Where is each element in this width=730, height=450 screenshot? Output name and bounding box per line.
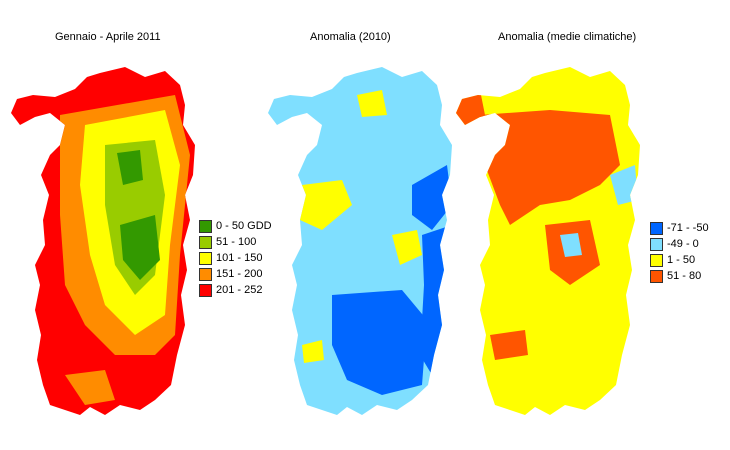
- legend-swatch: [199, 251, 212, 265]
- legend-label: 51 - 100: [216, 236, 257, 248]
- legend-label: 101 - 150: [216, 252, 263, 264]
- map-title-anomaly-climate: Anomalia (medie climatiche): [498, 31, 637, 43]
- legend-swatch: [199, 283, 212, 297]
- legend-label: 1 - 50: [667, 254, 696, 266]
- legend-anomaly-row: -49 - 0: [650, 236, 709, 252]
- legend-anomaly-row: 1 - 50: [650, 252, 709, 268]
- legend-gdd-row: 201 - 252: [199, 282, 272, 298]
- legend-anomaly: -71 - -50 -49 - 0 1 - 50 51 - 80: [650, 220, 709, 284]
- legend-swatch: [199, 267, 212, 281]
- map-anomaly-2010: [268, 67, 452, 415]
- legend-label: 201 - 252: [216, 284, 263, 296]
- legend-anomaly-row: -71 - -50: [650, 220, 709, 236]
- legend-label: -71 - -50: [667, 222, 709, 234]
- legend-swatch: [650, 237, 663, 251]
- legend-gdd-row: 151 - 200: [199, 266, 272, 282]
- map-anomaly-climate: [456, 67, 640, 415]
- legend-label: 151 - 200: [216, 268, 263, 280]
- legend-gdd-row: 101 - 150: [199, 250, 272, 266]
- legend-label: -49 - 0: [667, 238, 699, 250]
- legend-label: 0 - 50 GDD: [216, 220, 272, 232]
- legend-gdd-row: 51 - 100: [199, 234, 272, 250]
- legend-swatch: [650, 253, 663, 267]
- legend-swatch: [650, 269, 663, 283]
- legend-label: 51 - 80: [667, 270, 702, 282]
- map-title-anomaly-2010: Anomalia (2010): [310, 31, 391, 43]
- legend-swatch: [199, 219, 212, 233]
- legend-gdd-row: 0 - 50 GDD: [199, 218, 272, 234]
- legend-anomaly-row: 51 - 80: [650, 268, 709, 284]
- map-title-gdd: Gennaio - Aprile 2011: [55, 31, 161, 43]
- legend-gdd: 0 - 50 GDD 51 - 100 101 - 150 151 - 200 …: [199, 218, 272, 298]
- legend-swatch: [650, 221, 663, 235]
- legend-swatch: [199, 235, 212, 249]
- map-gdd: [11, 67, 195, 415]
